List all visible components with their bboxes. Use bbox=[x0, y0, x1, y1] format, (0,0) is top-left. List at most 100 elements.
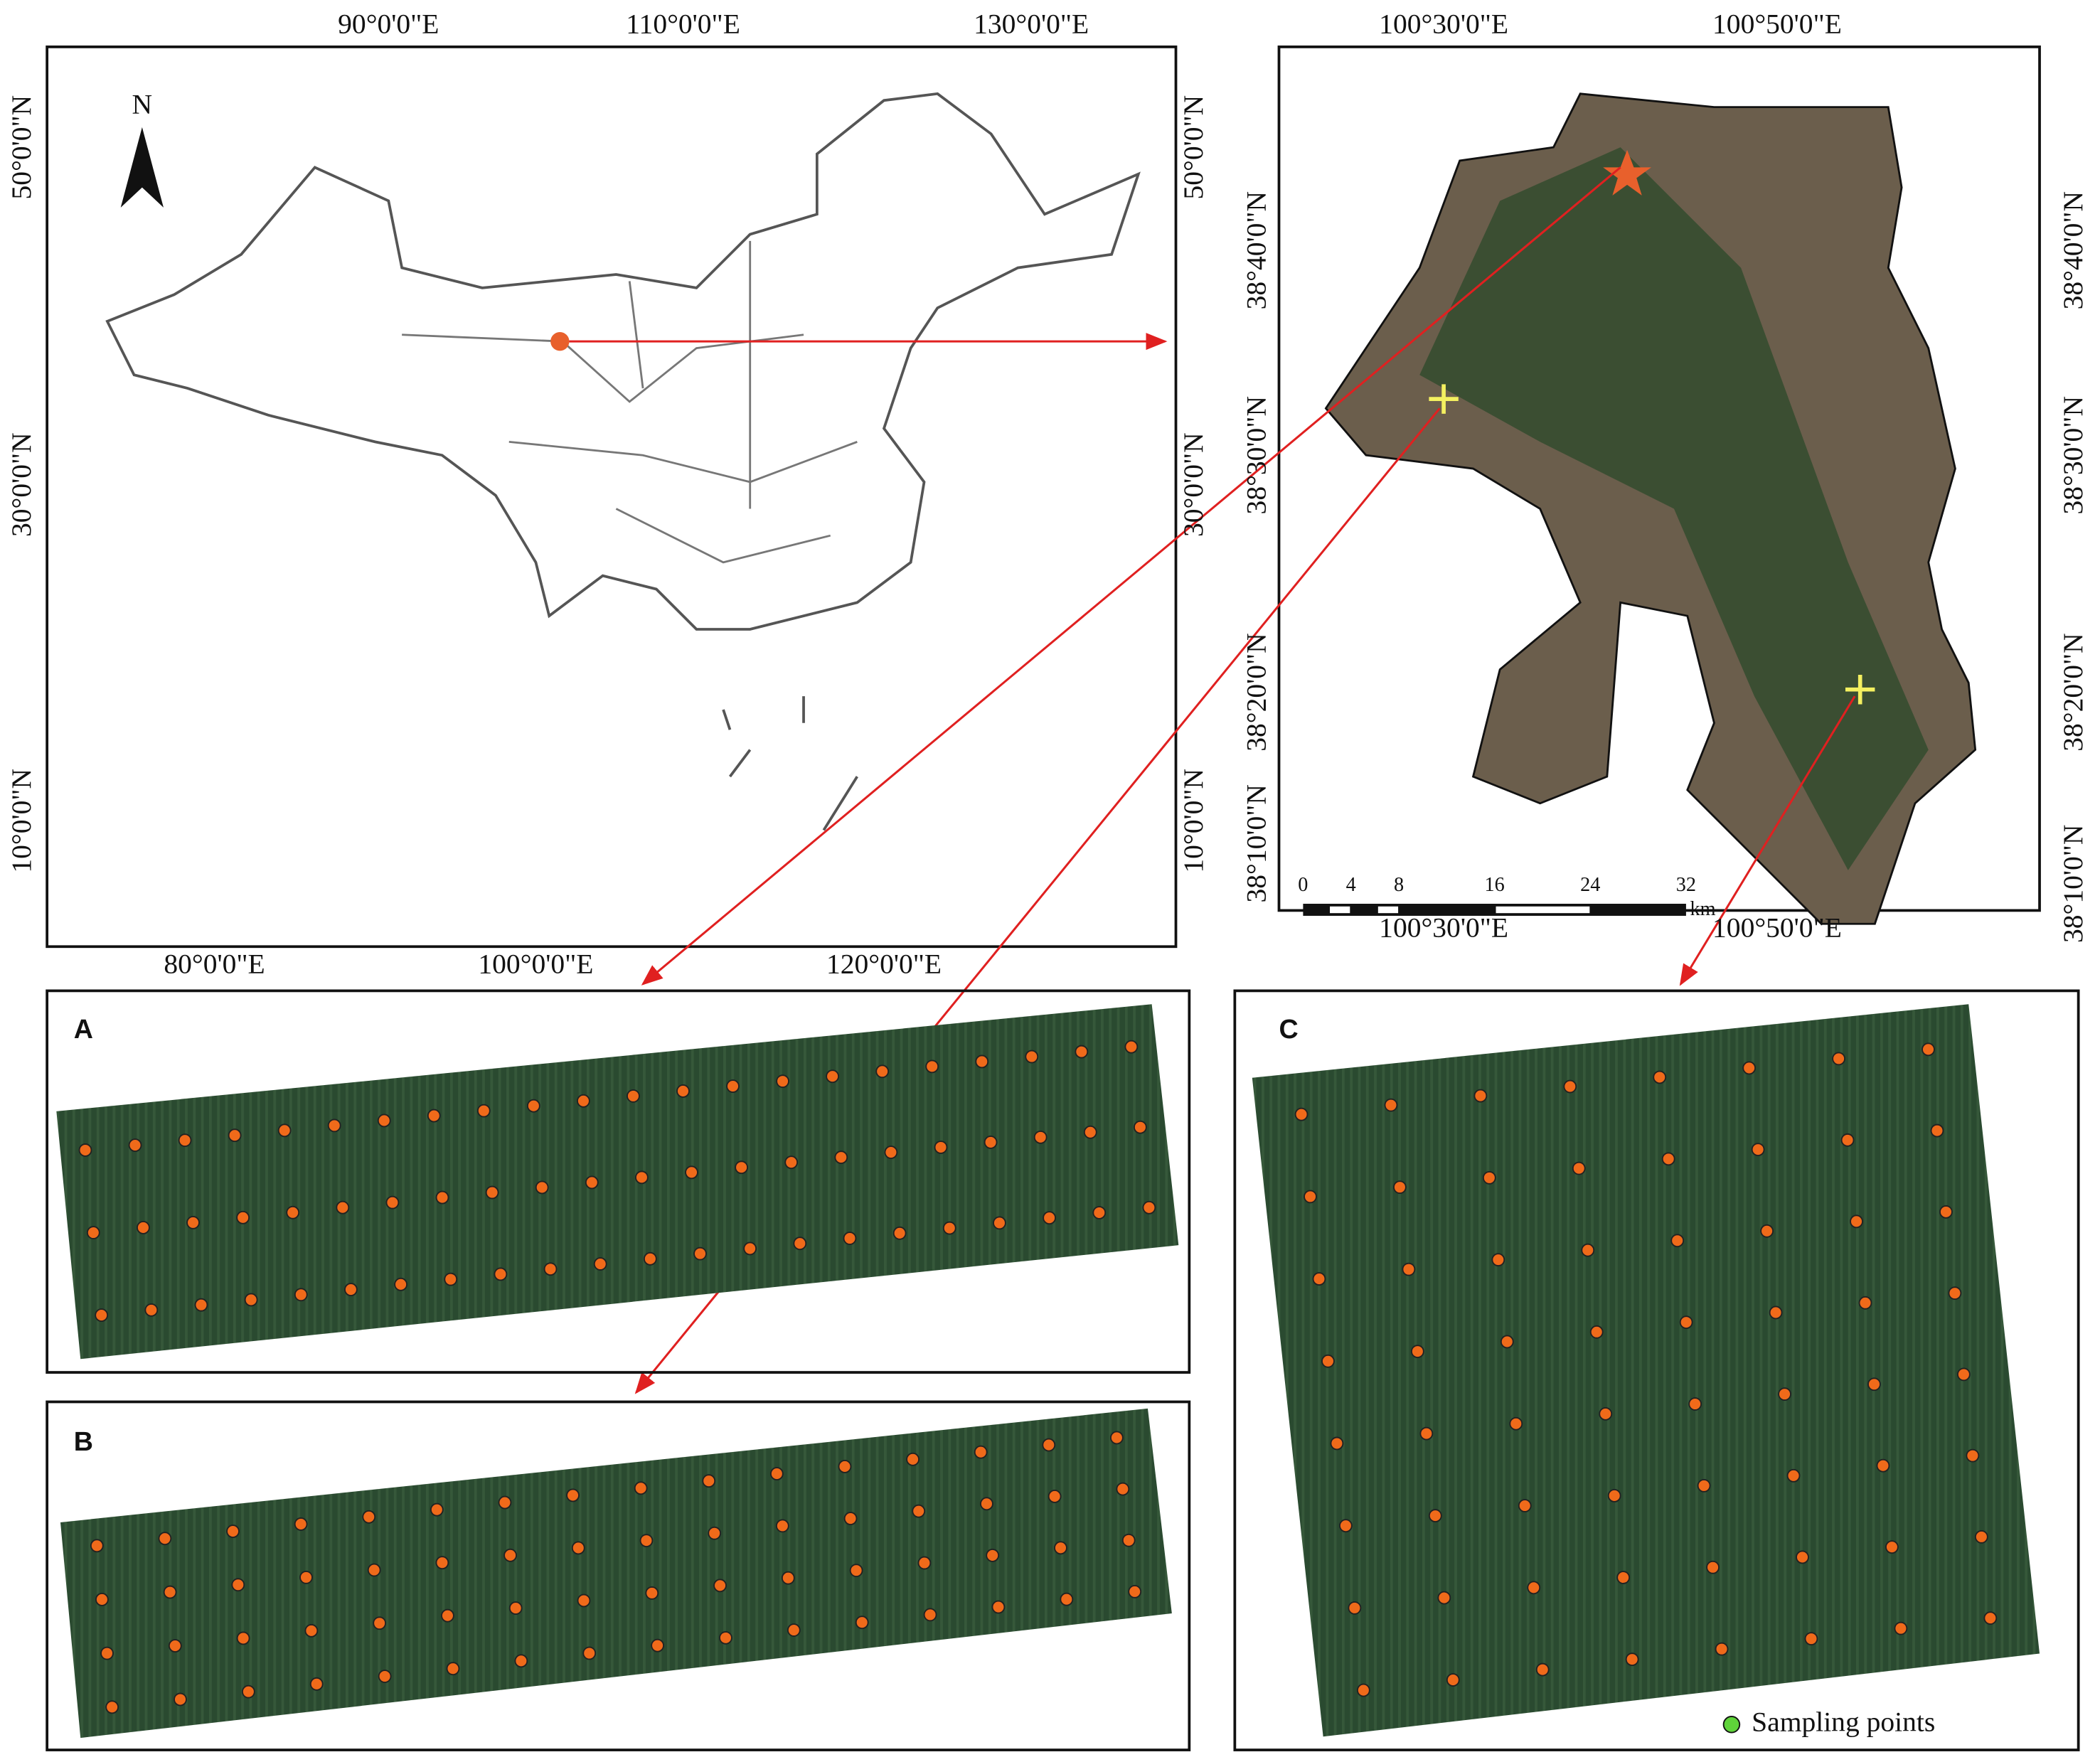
sampling-point bbox=[1312, 1272, 1326, 1286]
sampling-point bbox=[178, 1133, 192, 1148]
sampling-point bbox=[105, 1700, 119, 1714]
panel-c-frame bbox=[1233, 989, 2080, 1751]
sampling-point bbox=[834, 1150, 848, 1165]
sampling-point bbox=[1653, 1070, 1667, 1084]
legend-label: Sampling points bbox=[1752, 1706, 1935, 1737]
sampling-point bbox=[286, 1205, 300, 1219]
sampling-point bbox=[100, 1646, 114, 1660]
sampling-point bbox=[1697, 1478, 1711, 1493]
sampling-point bbox=[1572, 1161, 1586, 1175]
sampling-point bbox=[793, 1237, 807, 1251]
sampling-point bbox=[1338, 1519, 1353, 1533]
sampling-point bbox=[1688, 1397, 1702, 1411]
coordinate-label: 38°40'0"N bbox=[2057, 191, 2089, 309]
sampling-point bbox=[645, 1586, 659, 1600]
coordinate-label: 38°20'0"N bbox=[1240, 633, 1272, 751]
sampling-point bbox=[993, 1216, 1006, 1230]
sampling-point bbox=[1092, 1206, 1107, 1219]
coordinate-label: 30°0'0"N bbox=[6, 432, 37, 537]
sampling-point bbox=[1535, 1662, 1550, 1677]
sampling-point bbox=[503, 1548, 517, 1562]
sampling-point bbox=[543, 1262, 558, 1276]
sampling-point bbox=[991, 1600, 1006, 1614]
sampling-point bbox=[1509, 1416, 1523, 1431]
sampling-point bbox=[855, 1616, 869, 1630]
field-image bbox=[1252, 1004, 2040, 1737]
sampling-point bbox=[294, 1517, 308, 1531]
scale-tick-label: 4 bbox=[1346, 874, 1356, 896]
sampling-point bbox=[726, 1079, 740, 1093]
sampling-point bbox=[566, 1488, 580, 1502]
sampling-point bbox=[974, 1445, 988, 1459]
sampling-point bbox=[1042, 1438, 1056, 1452]
sampling-point bbox=[90, 1539, 104, 1553]
islands bbox=[722, 696, 858, 831]
sampling-point bbox=[1048, 1490, 1062, 1503]
sampling-point bbox=[1054, 1541, 1067, 1555]
sampling-point bbox=[294, 1288, 308, 1302]
sampling-point bbox=[1796, 1550, 1809, 1564]
sampling-point bbox=[485, 1185, 499, 1200]
sampling-point bbox=[304, 1623, 319, 1638]
sampling-point bbox=[1751, 1143, 1765, 1157]
sampling-point bbox=[1428, 1509, 1442, 1523]
sampling-point bbox=[743, 1242, 757, 1256]
sampling-point bbox=[942, 1221, 956, 1235]
coordinate-label: 120°0'0"E bbox=[826, 949, 942, 980]
sampling-point bbox=[1304, 1190, 1317, 1204]
sampling-point bbox=[144, 1303, 159, 1317]
sampling-point bbox=[1518, 1499, 1532, 1512]
site-marker bbox=[550, 331, 570, 351]
sampling-point bbox=[1706, 1560, 1720, 1574]
coordinate-label: 10°0'0"N bbox=[1178, 769, 1209, 873]
coordinate-label: 38°10'0"N bbox=[1240, 784, 1272, 902]
sampling-point bbox=[244, 1293, 258, 1307]
china-outline bbox=[105, 92, 1141, 631]
sampling-point bbox=[1966, 1448, 1980, 1463]
sampling-point bbox=[1939, 1205, 1953, 1219]
sampling-point bbox=[708, 1526, 722, 1540]
sampling-point bbox=[1384, 1098, 1398, 1112]
sampling-point bbox=[843, 1232, 857, 1245]
sampling-point bbox=[1876, 1458, 1890, 1473]
sampling-point bbox=[1786, 1468, 1801, 1483]
legend-symbol bbox=[1722, 1716, 1741, 1734]
sampling-point bbox=[1393, 1180, 1407, 1195]
arrow bbox=[641, 166, 1621, 986]
sampling-point bbox=[1679, 1315, 1693, 1330]
coordinate-label: 50°0'0"N bbox=[1178, 95, 1209, 200]
scale-tick-label: 0 bbox=[1298, 874, 1308, 896]
coordinate-label: 100°0'0"E bbox=[478, 949, 593, 980]
sampling-point bbox=[884, 1146, 898, 1159]
sampling-point bbox=[362, 1510, 376, 1524]
coordinate-label: 38°20'0"N bbox=[2057, 633, 2089, 751]
sampling-point bbox=[1769, 1306, 1783, 1320]
field-image bbox=[60, 1408, 1172, 1739]
sampling-point bbox=[435, 1190, 449, 1205]
sampling-point bbox=[849, 1564, 863, 1578]
sampling-point bbox=[514, 1654, 528, 1668]
sampling-point bbox=[1083, 1125, 1097, 1139]
sampling-point bbox=[373, 1616, 387, 1630]
coordinate-label: 38°30'0"N bbox=[1240, 396, 1272, 514]
sampling-point bbox=[1742, 1061, 1757, 1075]
sampling-point bbox=[1446, 1673, 1460, 1687]
sampling-point bbox=[236, 1210, 250, 1224]
coordinate-label: 100°50'0"E bbox=[1712, 912, 1842, 944]
sampling-point bbox=[651, 1638, 665, 1652]
sampling-point bbox=[1715, 1642, 1729, 1656]
sampling-point bbox=[1599, 1406, 1613, 1421]
coordinate-label: 100°50'0"E bbox=[1712, 9, 1842, 40]
panel-label: B bbox=[74, 1426, 93, 1456]
sampling-point bbox=[769, 1467, 784, 1480]
sampling-point bbox=[168, 1639, 182, 1652]
site-star bbox=[1603, 149, 1651, 196]
sampling-point bbox=[344, 1283, 358, 1296]
sampling-point bbox=[912, 1504, 926, 1518]
sampling-point bbox=[634, 1481, 648, 1495]
sampling-point bbox=[1025, 1050, 1039, 1064]
sampling-point bbox=[1930, 1123, 1944, 1138]
sampling-point bbox=[1419, 1426, 1434, 1441]
coordinate-label: 130°0'0"E bbox=[974, 9, 1089, 40]
sampling-point bbox=[627, 1089, 640, 1103]
